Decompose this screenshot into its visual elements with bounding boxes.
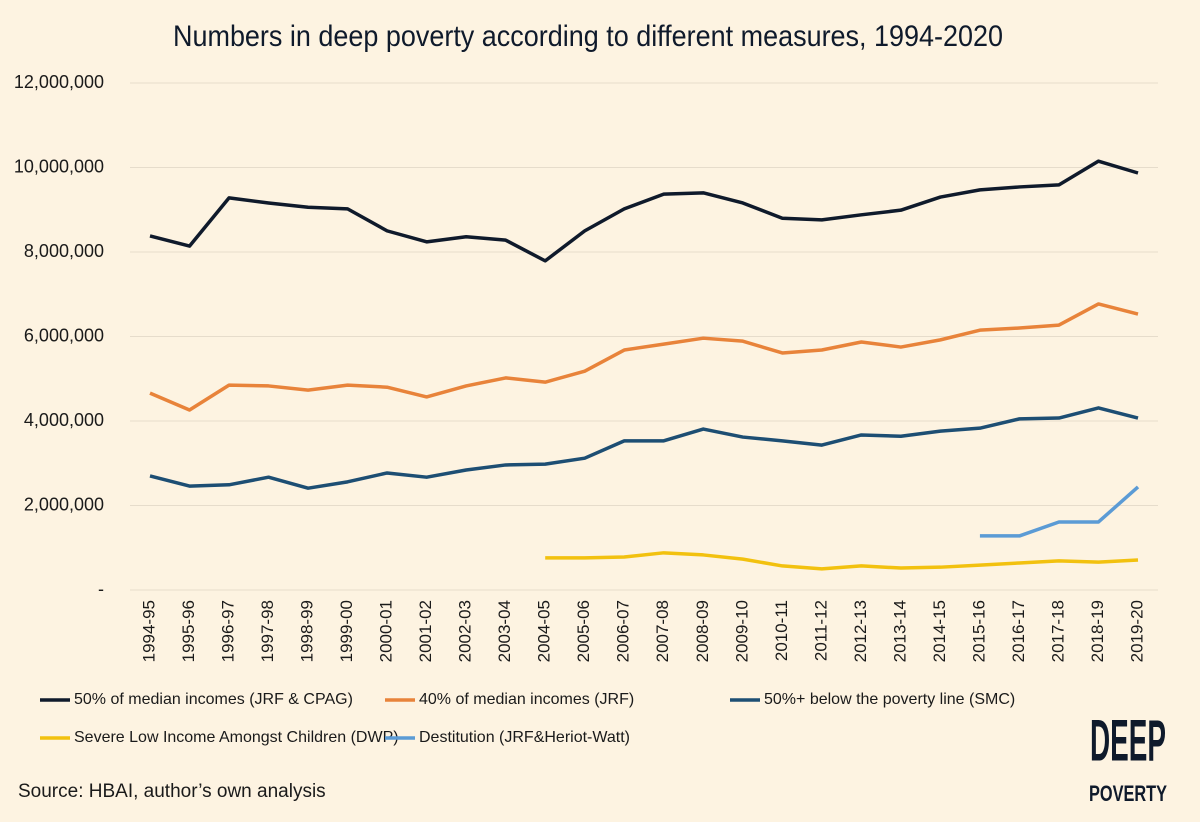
series-line: [149, 302, 1139, 412]
y-tick-label: 6,000,000: [24, 325, 104, 345]
source-note: Source: HBAI, author’s own analysis: [18, 781, 326, 802]
x-tick-label: 1997-98: [258, 600, 277, 662]
x-tick-label: 1999-00: [337, 600, 356, 662]
x-tick-label: 2008-09: [693, 600, 712, 662]
x-tick-label: 1998-99: [298, 600, 317, 662]
x-tick-label: 2011-12: [811, 600, 830, 661]
x-tick-label: 2018-19: [1088, 600, 1107, 662]
series-line: [979, 485, 1140, 538]
y-tick-label: 2,000,000: [24, 494, 104, 514]
legend-label: Severe Low Income Amongst Children (DWP): [74, 729, 399, 746]
x-tick-label: 2007-08: [653, 600, 672, 662]
x-tick-label: 2013-14: [890, 600, 909, 662]
x-tick-label: 2017-18: [1048, 600, 1067, 662]
series-line: [545, 551, 1139, 571]
y-tick-label: 4,000,000: [24, 410, 104, 430]
y-tick-label: 8,000,000: [24, 241, 104, 261]
x-tick-label: 1996-97: [219, 600, 238, 662]
x-tick-label: 2003-04: [495, 600, 514, 662]
series-line: [149, 159, 1139, 263]
x-tick-label: 2019-20: [1127, 600, 1146, 662]
x-tick-label: 2005-06: [574, 600, 593, 662]
series-line: [149, 406, 1139, 490]
legend-label: 40% of median incomes (JRF): [419, 691, 634, 708]
y-tick-label: 10,000,000: [14, 156, 104, 176]
x-tick-label: 2010-11: [772, 600, 791, 661]
logo-text: DEEP: [1090, 708, 1166, 773]
x-tick-label: 2009-10: [732, 600, 751, 662]
legend-label: 50% of median incomes (JRF & CPAG): [74, 691, 353, 708]
x-tick-label: 2016-17: [1009, 600, 1028, 662]
x-tick-label: 2001-02: [416, 600, 435, 662]
x-tick-label: 2014-15: [930, 600, 949, 662]
x-tick-label: 2012-13: [851, 600, 870, 662]
x-tick-label: 2015-16: [969, 600, 988, 662]
chart-title: Numbers in deep poverty according to dif…: [173, 20, 1003, 53]
x-tick-label: 1995-96: [179, 600, 198, 662]
x-tick-label: 2002-03: [456, 600, 475, 662]
y-tick-label: 12,000,000: [14, 72, 104, 92]
x-tick-label: 2004-05: [535, 600, 554, 662]
x-tick-label: 2000-01: [377, 600, 396, 662]
legend-label: 50%+ below the poverty line (SMC): [764, 691, 1015, 708]
y-tick-label: -: [98, 579, 104, 599]
x-tick-label: 1994-95: [139, 600, 158, 662]
legend-label: Destitution (JRF&Heriot-Watt): [419, 729, 630, 746]
logo-text: POVERTY: [1089, 781, 1167, 806]
x-tick-label: 2006-07: [614, 600, 633, 662]
